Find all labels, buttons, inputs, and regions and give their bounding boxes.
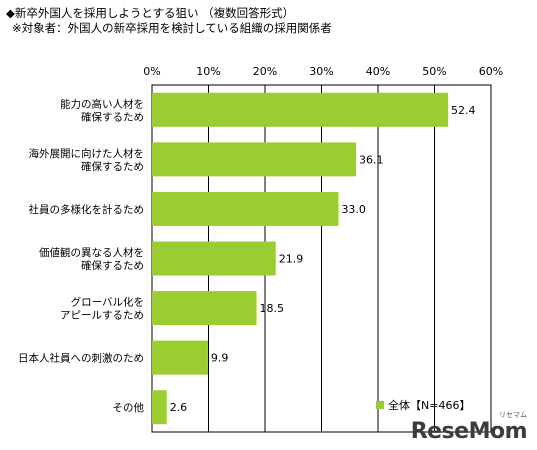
- chart-title-block: ◆新卒外国人を採用しようとする狙い （複数回答形式） ※対象者：外国人の新卒採用…: [6, 6, 332, 36]
- legend-label: 全体【N=466】: [388, 399, 471, 412]
- x-tick-label: 0%: [143, 65, 160, 78]
- chart-subtitle: ※対象者：外国人の新卒採用を検討している組織の採用関係者: [12, 21, 332, 35]
- category-label: 日本人社員への刺激のため: [18, 352, 144, 365]
- bar: [152, 340, 208, 375]
- x-tick-label: 50%: [422, 65, 446, 78]
- bar: [152, 390, 167, 425]
- data-label: 9.9: [211, 352, 229, 365]
- resemom-logo: ReseMom リセマム: [410, 411, 528, 444]
- category-label: 価値観の異なる人材を: [39, 246, 144, 259]
- data-label: 18.5: [260, 302, 285, 315]
- category-label: アピールするため: [60, 310, 144, 322]
- bar: [152, 92, 449, 127]
- category-label: グローバル化を: [71, 296, 144, 309]
- category-label: 確保するため: [81, 110, 144, 123]
- logo-text: ReseMom: [410, 419, 528, 444]
- category-label: 社員の多様化を計るため: [29, 203, 145, 216]
- x-tick-label: 60%: [479, 65, 503, 78]
- category-label: その他: [113, 401, 145, 414]
- category-label: 海外展開に向けた人材を: [29, 147, 145, 160]
- data-label: 33.0: [341, 203, 366, 216]
- data-label: 52.4: [451, 104, 476, 117]
- data-label: 2.6: [170, 401, 188, 414]
- legend-swatch: [376, 401, 384, 409]
- bar: [152, 191, 339, 226]
- bar: [152, 291, 257, 326]
- x-tick-label: 30%: [309, 65, 333, 78]
- x-tick-label: 10%: [196, 65, 220, 78]
- bar: [152, 142, 356, 177]
- category-label: 確保するため: [81, 160, 144, 173]
- legend: 全体【N=466】: [376, 397, 470, 413]
- chart-title: ◆新卒外国人を採用しようとする狙い （複数回答形式）: [6, 6, 295, 20]
- x-tick-label: 40%: [366, 65, 390, 78]
- logo-subtext: リセマム: [499, 411, 527, 419]
- category-label: 確保するため: [81, 259, 144, 272]
- data-label: 21.9: [279, 253, 304, 266]
- category-label: 能力の高い人材を: [60, 97, 144, 110]
- bar: [152, 241, 276, 276]
- x-tick-label: 20%: [253, 65, 277, 78]
- data-label: 36.1: [359, 153, 384, 166]
